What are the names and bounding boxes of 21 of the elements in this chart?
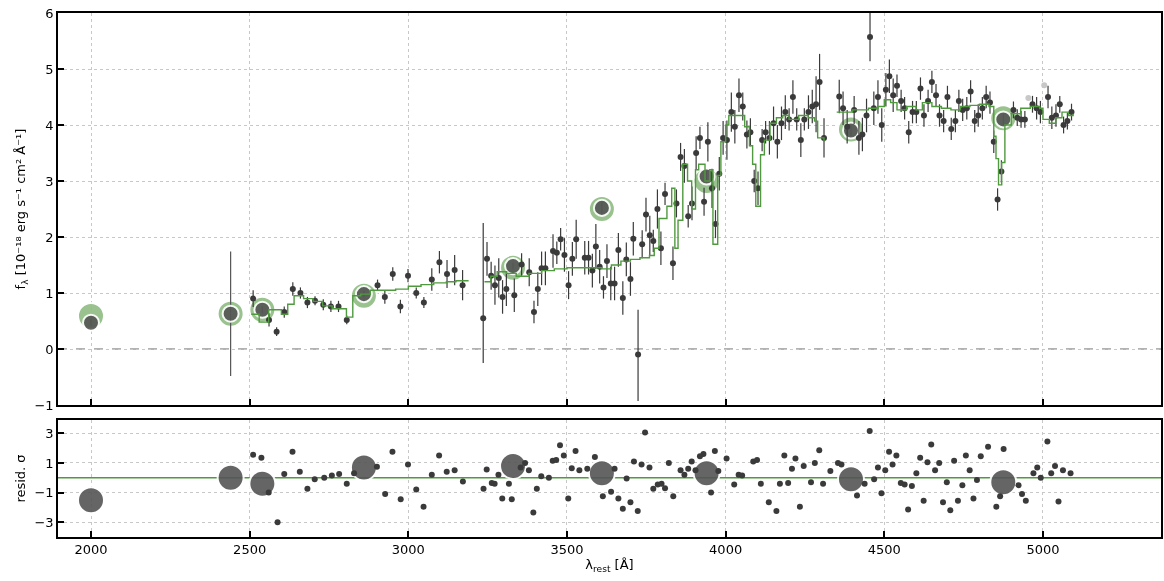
x-tick-label: 3000 xyxy=(391,542,425,558)
y-tick-label: 0 xyxy=(45,341,54,357)
x-tick-label: 4000 xyxy=(709,542,743,558)
x-tick-label: 3500 xyxy=(550,542,584,558)
y-tick-label: 5 xyxy=(45,61,54,77)
y-tick-label: −3 xyxy=(34,514,54,530)
y-tick-label: −1 xyxy=(34,397,54,413)
x-tick-label: 2000 xyxy=(74,542,108,558)
x-tick-label: 2500 xyxy=(233,542,267,558)
x-axis-title: λ$_{rest}$ [Å] xyxy=(585,557,634,575)
y-tick-label: 1 xyxy=(45,285,54,301)
y-tick-label: −1 xyxy=(34,485,54,501)
y-tick-label: 4 xyxy=(45,117,54,133)
y-tick-label: 1 xyxy=(45,455,54,471)
y-tick-label: 3 xyxy=(45,425,54,441)
y-tick-label: 2 xyxy=(45,229,54,245)
x-tick-label: 5000 xyxy=(1026,542,1060,558)
y-axis-title: resid. σ xyxy=(12,454,28,503)
x-tick-label: 4500 xyxy=(867,542,901,558)
y-tick-label: 6 xyxy=(45,5,54,21)
y-tick-label: 3 xyxy=(45,173,54,189)
